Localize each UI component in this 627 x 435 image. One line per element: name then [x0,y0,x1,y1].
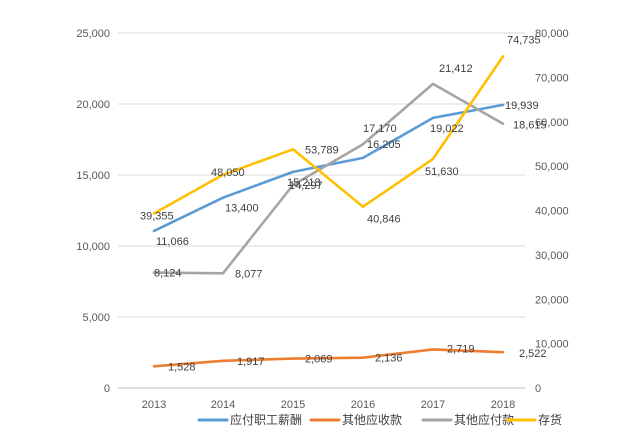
left-axis-tick-label: 20,000 [76,99,110,111]
data-label-payroll: 13,400 [225,203,259,215]
data-label-payroll: 19,939 [505,100,539,112]
data-label-payroll: 15,218 [287,177,321,189]
data-label-other-receivables: 1,917 [237,356,265,368]
right-axis-tick-label: 10,000 [535,339,569,351]
x-axis-ticks: 2013 2014 2015 2016 2017 2018 [142,399,515,411]
legend-label-other-receivables: 其他应收款 [342,412,402,427]
left-axis-tick-label: 5,000 [82,312,110,324]
x-axis-tick-label: 2017 [421,399,445,411]
data-label-inventory: 74,735 [507,34,541,46]
data-label-inventory: 51,630 [425,166,459,178]
data-labels: 11,066 13,400 15,218 16,205 19,022 19,939 1,52… [140,34,547,373]
right-axis-tick-label: 20,000 [535,294,569,306]
data-label-payroll: 19,022 [430,123,464,135]
series-lines [152,55,505,368]
legend: 应付职工薪酬 其他应收款 其他应付款 存货 [197,412,562,427]
data-label-other-payables: 14,297 [289,180,323,192]
data-label-other-payables: 8,077 [235,268,263,280]
data-label-inventory: 39,355 [140,210,174,222]
legend-label-payroll: 应付职工薪酬 [230,412,302,427]
gridlines [118,32,525,389]
series-line-other-receivables [152,348,505,368]
data-label-other-receivables: 2,069 [305,354,333,366]
data-label-other-payables: 18,615 [513,120,547,132]
data-label-other-receivables: 1,528 [168,361,196,373]
data-label-other-payables: 17,170 [363,123,397,135]
right-axis-tick-label: 30,000 [535,250,569,262]
right-axis-tick-label: 70,000 [535,72,569,84]
data-label-other-payables: 8,124 [154,268,182,280]
data-label-payroll: 16,205 [367,139,401,151]
data-label-other-receivables: 2,136 [375,353,403,365]
x-axis-tick-label: 2013 [142,399,166,411]
x-axis-tick-label: 2018 [491,399,515,411]
left-axis-tick-label: 25,000 [76,28,110,40]
legend-label-inventory: 存货 [538,412,562,427]
data-label-other-receivables: 2,719 [447,343,475,355]
x-axis-tick-label: 2016 [351,399,375,411]
left-axis-ticks: 0 5,000 10,000 15,000 20,000 25,000 [76,28,110,395]
x-axis-tick-label: 2014 [211,399,235,411]
data-label-inventory: 40,846 [367,214,401,226]
data-label-other-receivables: 2,522 [519,348,547,360]
data-label-inventory: 53,789 [305,144,339,156]
right-axis-tick-label: 80,000 [535,28,569,40]
right-axis-tick-label: 50,000 [535,161,569,173]
right-axis-tick-label: 0 [535,383,541,395]
left-axis-tick-label: 15,000 [76,170,110,182]
series-line-inventory [152,55,505,215]
left-axis-tick-label: 10,000 [76,241,110,253]
data-label-inventory: 48,050 [211,167,245,179]
x-axis-tick-label: 2015 [281,399,305,411]
legend-label-other-payables: 其他应付款 [454,412,514,427]
right-axis-tick-label: 60,000 [535,117,569,129]
right-axis-ticks: 0 10,000 20,000 30,000 40,000 50,000 60,000 70,… [535,28,569,395]
right-axis-tick-label: 40,000 [535,206,569,218]
data-label-payroll: 11,066 [156,236,189,248]
left-axis-tick-label: 0 [104,383,110,395]
series-line-other-payables [152,82,505,275]
data-label-other-payables: 21,412 [439,63,473,75]
